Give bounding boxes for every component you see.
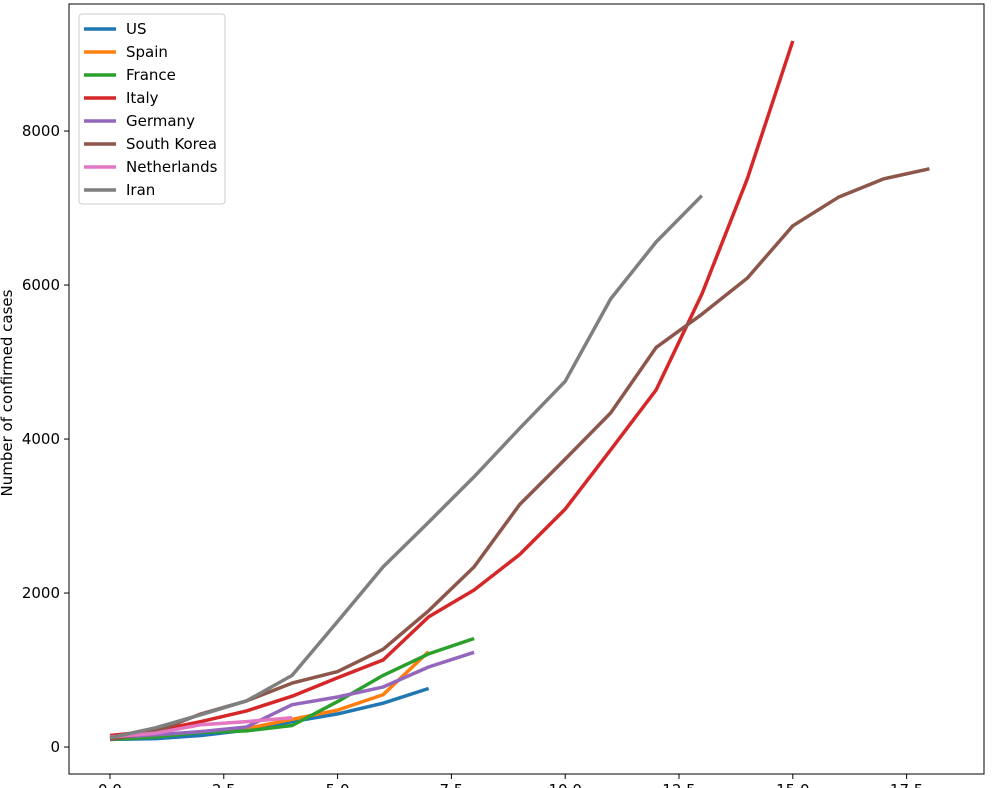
y-axis: 0 2000 4000 6000 8000: [22, 122, 69, 756]
series-line-italy: [109, 40, 795, 738]
x-tick-label: 2.5: [212, 781, 236, 788]
legend-label-south-korea: South Korea: [126, 135, 217, 153]
x-axis: 0.0 2.5 5.0 7.5 10.0 12.5 15.0 17.5: [98, 774, 923, 788]
x-tick-label: 15.0: [776, 781, 809, 788]
legend-label-spain: Spain: [126, 43, 168, 61]
series-line-us: [109, 686, 430, 742]
x-tick-label: 12.5: [662, 781, 695, 788]
y-axis-label: Number of confirmed cases: [0, 289, 16, 496]
y-tick-label: 6000: [22, 276, 60, 294]
x-tick-label: 17.5: [890, 781, 923, 788]
legend-label-us: US: [126, 20, 147, 38]
legend-box: [78, 13, 226, 205]
y-tick-label: 4000: [22, 430, 60, 448]
x-tick-label: 0.0: [98, 781, 122, 788]
legend-label-germany: Germany: [126, 112, 195, 130]
x-tick-label: 10.0: [548, 781, 581, 788]
legend-label-iran: Iran: [126, 181, 155, 199]
legend: US Spain France Italy Germany South Korea Neth…: [78, 13, 226, 205]
series-layer: [109, 40, 930, 742]
x-tick-label: 7.5: [439, 781, 463, 788]
legend-label-italy: Italy: [126, 89, 159, 107]
series-line-germany: [109, 650, 475, 740]
x-tick-label: 5.0: [326, 781, 350, 788]
series-line-iran: [109, 194, 704, 740]
y-tick-label: 8000: [22, 122, 60, 140]
series-line-france: [109, 636, 475, 742]
y-tick-label: 0: [50, 738, 60, 756]
y-tick-label: 2000: [22, 584, 60, 602]
legend-label-france: France: [126, 66, 176, 84]
series-line-netherlands: [109, 716, 293, 739]
legend-label-netherlands: Netherlands: [126, 158, 218, 176]
